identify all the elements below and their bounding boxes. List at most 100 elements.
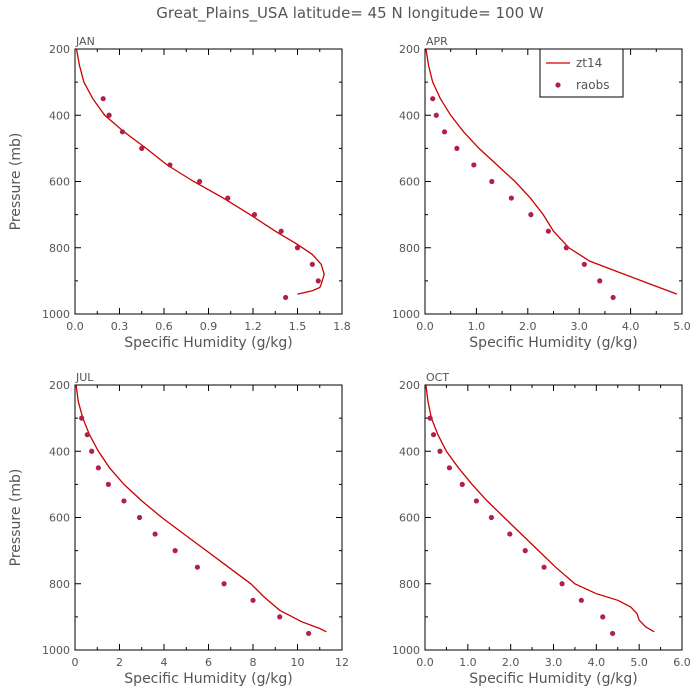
- x-tick-label: 5.0: [630, 656, 648, 669]
- data-point-raobs: [221, 581, 227, 587]
- plot-frame: [424, 384, 683, 651]
- panel-apr: APR 0.0 1.0 2.0 3.0 4.0 5.0 200 400 600 800 1000 Spe…: [392, 35, 691, 351]
- y-tick-label: 400: [399, 109, 420, 122]
- legend-entry: zt14: [576, 56, 602, 70]
- y-tick-label: 600: [399, 176, 420, 189]
- x-tick-label: 4.0: [622, 320, 640, 333]
- data-point-raobs: [488, 514, 494, 521]
- data-point-raobs: [489, 178, 495, 185]
- series-line-zt14: [75, 384, 327, 633]
- legend-box: [539, 48, 624, 98]
- y-axis-label: Pressure (mb): [8, 133, 24, 231]
- data-point-raobs: [79, 415, 85, 421]
- y-tick-label: 400: [49, 445, 70, 458]
- data-point-raobs: [459, 481, 465, 487]
- y-tick-label: 1000: [42, 308, 70, 321]
- series-line-zt14: [425, 384, 655, 633]
- panel-label: APR: [426, 35, 448, 48]
- x-tick-label: 3.0: [545, 656, 563, 669]
- data-point-raobs: [541, 564, 547, 570]
- y-tick-label: 600: [49, 176, 70, 189]
- x-tick-label: 8: [250, 656, 257, 669]
- data-point-raobs: [315, 278, 321, 284]
- data-point-raobs: [197, 178, 203, 185]
- y-tick-label: 400: [49, 109, 70, 122]
- data-point-raobs: [100, 96, 106, 102]
- x-tick-label: 10: [291, 656, 305, 669]
- x-tick-label: 3.0: [570, 320, 588, 333]
- y-tick-label: 1000: [392, 308, 420, 321]
- x-tick-label: 4: [161, 656, 168, 669]
- data-point-raobs: [610, 630, 616, 637]
- panel-oct: OCT 0.0 1.0 2.0 3.0 4.0 5.0 6.0 200 400 600 800 1000…: [392, 371, 691, 687]
- x-tick-label: 0.9: [200, 320, 218, 333]
- y-tick-label: 800: [49, 242, 70, 255]
- x-tick-label: 1.0: [468, 320, 486, 333]
- data-point-raobs: [508, 195, 514, 201]
- y-tick-label: 600: [49, 512, 70, 525]
- data-point-raobs: [600, 614, 606, 620]
- data-point-raobs: [545, 228, 551, 234]
- data-point-raobs: [430, 96, 436, 102]
- panel-label: JAN: [75, 35, 95, 48]
- x-tick-label: 1.2: [244, 320, 262, 333]
- data-point-raobs: [430, 432, 437, 438]
- data-point-raobs: [581, 261, 587, 267]
- x-tick-label: 1.0: [459, 656, 477, 669]
- x-axis-label: Specific Humidity (g/kg): [124, 335, 292, 351]
- data-point-raobs: [250, 597, 256, 603]
- data-point-raobs: [105, 481, 111, 487]
- x-tick-label: 4.0: [588, 656, 606, 669]
- plot-frame: [74, 384, 343, 651]
- data-point-raobs: [597, 278, 603, 284]
- y-tick-label: 1000: [42, 644, 70, 657]
- x-tick-label: 6.0: [673, 656, 691, 669]
- x-tick-label: 0.0: [416, 656, 434, 669]
- data-point-raobs: [251, 212, 258, 218]
- y-axis-label: Pressure (mb): [8, 469, 24, 567]
- data-point-raobs: [563, 245, 569, 251]
- y-tick-label: 200: [399, 43, 420, 56]
- data-point-raobs: [106, 112, 112, 118]
- x-axis-label: Specific Humidity (g/kg): [124, 671, 292, 687]
- x-tick-label: 0.0: [66, 320, 84, 333]
- x-axis-label: Specific Humidity (g/kg): [469, 335, 637, 351]
- y-tick-label: 200: [399, 379, 420, 392]
- y-tick-label: 800: [399, 578, 420, 591]
- data-point-raobs: [89, 448, 95, 454]
- data-point-raobs: [139, 145, 145, 151]
- plot-frame: [74, 48, 343, 315]
- panel-jul: JUL 0 2 4 6 8 10 12 200 400 600 800 1000 Specific Hum…: [8, 371, 349, 687]
- legend-entry: raobs: [576, 78, 610, 92]
- data-point-raobs: [119, 129, 126, 135]
- y-tick-label: 600: [399, 512, 420, 525]
- data-point-raobs: [283, 294, 289, 301]
- panel-jan: JAN 0.0 0.3 0.6 0.9 1.2 1.5 1.8 200 400 600 800 1000…: [8, 35, 351, 351]
- data-point-raobs: [95, 465, 101, 471]
- y-tick-label: 800: [399, 242, 420, 255]
- x-tick-label: 12: [335, 656, 349, 669]
- data-point-raobs: [167, 162, 173, 168]
- data-point-raobs: [172, 548, 178, 554]
- data-point-raobs: [473, 498, 479, 504]
- y-tick-label: 200: [49, 43, 70, 56]
- data-point-raobs: [559, 581, 565, 587]
- data-point-raobs: [507, 531, 513, 537]
- data-point-raobs: [578, 597, 584, 603]
- data-point-raobs: [610, 294, 616, 301]
- y-tick-label: 400: [399, 445, 420, 458]
- figure-title: Great_Plains_USA latitude= 45 N longitud…: [156, 4, 544, 23]
- data-point-raobs: [454, 145, 460, 151]
- legend-point-swatch: [555, 82, 561, 88]
- y-tick-label: 200: [49, 379, 70, 392]
- x-tick-label: 2: [116, 656, 123, 669]
- x-tick-label: 6: [205, 656, 212, 669]
- data-point-raobs: [225, 195, 231, 201]
- data-point-raobs: [152, 531, 158, 537]
- panel-label: OCT: [426, 371, 449, 384]
- data-point-raobs: [278, 228, 284, 234]
- data-point-raobs: [437, 448, 443, 454]
- panel-label: JUL: [75, 371, 94, 384]
